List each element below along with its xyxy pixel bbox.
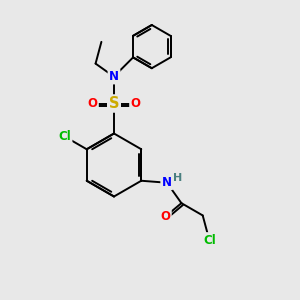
Text: N: N: [162, 176, 172, 189]
Text: O: O: [130, 97, 141, 110]
Text: O: O: [160, 210, 170, 223]
Text: Cl: Cl: [203, 234, 216, 247]
Text: O: O: [87, 97, 98, 110]
Text: N: N: [109, 70, 119, 83]
Text: S: S: [109, 96, 119, 111]
Text: Cl: Cl: [58, 130, 71, 143]
Text: H: H: [173, 173, 183, 183]
